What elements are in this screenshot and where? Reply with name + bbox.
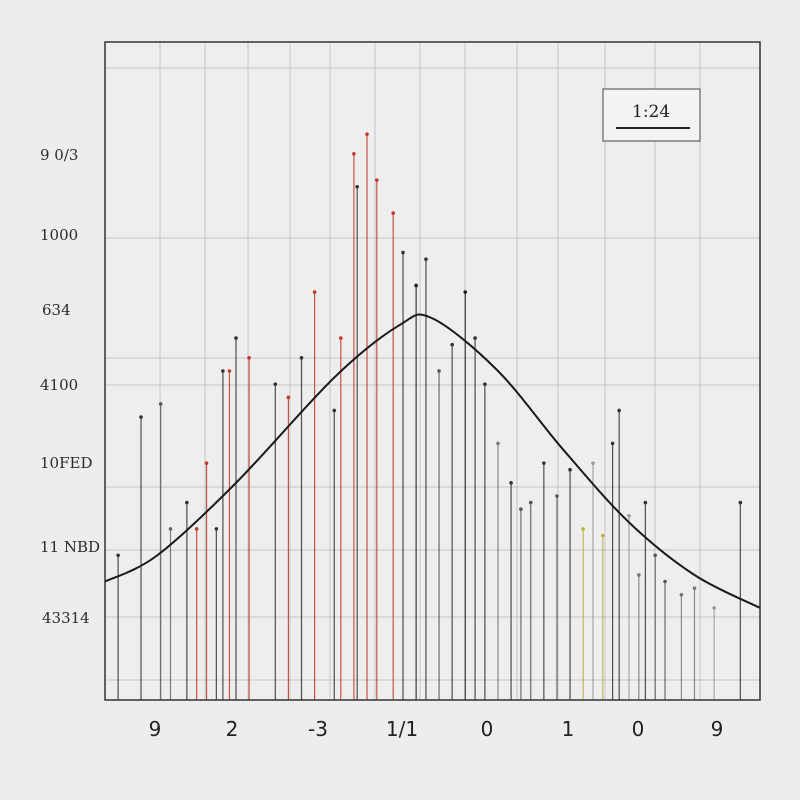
spike-tip: [637, 573, 641, 577]
spike-tip: [414, 283, 418, 288]
spike-tip: [158, 402, 163, 406]
y-axis-labels: 9 0/3 1000 634 4100 10FED 11 NBD 43314: [40, 146, 100, 627]
spike-tip: [601, 533, 605, 538]
spike-tip: [247, 356, 251, 360]
spike-tip: [528, 500, 533, 505]
spike-tip: [463, 290, 468, 294]
spike-tip: [555, 494, 559, 498]
legend: 1:24: [602, 88, 701, 142]
spike-tip: [221, 369, 225, 373]
y-tick-label: 9 0/3: [40, 146, 78, 164]
plot-area: [105, 42, 760, 700]
legend-label: 1:24: [632, 102, 670, 122]
spike-tip: [542, 461, 546, 465]
grid: [105, 42, 760, 700]
spike-tip: [738, 500, 743, 505]
y-tick-label: 4100: [40, 376, 78, 394]
spike-tip: [194, 527, 199, 531]
series-line: [104, 313, 761, 609]
y-tick-label: 11 NBD: [40, 538, 100, 556]
spike-tip: [591, 461, 595, 465]
spike-tip: [365, 132, 369, 136]
spike-tip: [299, 356, 304, 360]
spike-tip: [185, 500, 189, 505]
spike-tip: [496, 441, 500, 446]
x-tick-label: 0: [481, 717, 494, 741]
x-tick-label: 9: [149, 717, 162, 741]
x-tick-label: 2: [226, 717, 239, 741]
spike-tip: [450, 342, 454, 347]
spike-tip: [286, 395, 291, 400]
spike-tip: [352, 152, 356, 156]
spike-tip: [214, 527, 219, 531]
spike-tip: [679, 592, 684, 597]
spike-tip: [509, 481, 513, 485]
spike-series: [116, 132, 743, 700]
spike-tip: [473, 336, 477, 340]
spike-tip: [355, 184, 359, 189]
spike-tip: [116, 553, 120, 558]
y-tick-label: 634: [42, 301, 71, 319]
y-tick-label: 43314: [42, 609, 90, 627]
y-tick-label: 10FED: [40, 454, 92, 472]
spike-tip: [339, 336, 343, 340]
x-tick-label: 0: [632, 717, 645, 741]
spike-tip: [168, 527, 173, 531]
spike-tip: [424, 257, 428, 261]
plot-frame: [104, 41, 761, 701]
spike-tip: [581, 527, 585, 531]
spike-tip: [519, 507, 523, 511]
spike-tip: [227, 369, 232, 373]
spike-tip: [312, 290, 317, 294]
spike-tip: [663, 579, 667, 584]
spike-tip: [712, 606, 716, 610]
legend-box: [602, 88, 701, 142]
spike-tip: [234, 336, 238, 340]
spike-tip: [332, 408, 337, 413]
spike-tip: [627, 513, 631, 518]
spike-tip: [204, 461, 209, 465]
x-tick-label: 1: [562, 717, 575, 741]
x-tick-label: -3: [308, 717, 328, 741]
spike-tip: [617, 408, 621, 413]
spike-tip: [653, 553, 657, 558]
x-axis-labels: 9 2 -3 1/1 0 1 0 9: [149, 717, 724, 741]
spike-tip: [375, 178, 379, 182]
spike-tip: [401, 250, 405, 255]
spike-tip: [610, 441, 615, 446]
y-tick-label: 1000: [40, 226, 78, 244]
spike-tip: [437, 369, 441, 373]
spike-tip: [483, 382, 487, 386]
spike-tip: [568, 467, 572, 472]
spike-tip: [692, 586, 697, 590]
x-tick-label: 1/1: [386, 717, 418, 741]
spike-tip: [273, 382, 278, 386]
x-tick-label: 9: [711, 717, 724, 741]
spike-tip: [643, 500, 648, 505]
spike-tip: [139, 415, 143, 419]
spike-tip: [391, 211, 396, 215]
